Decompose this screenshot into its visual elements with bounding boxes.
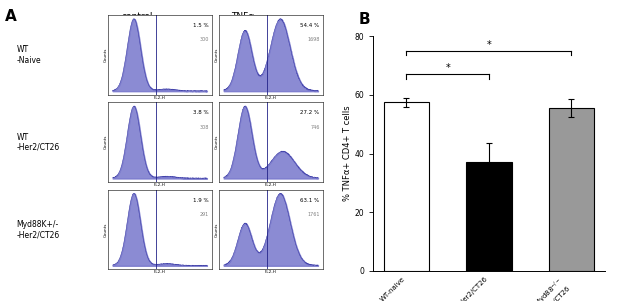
Text: B: B <box>359 12 371 27</box>
Bar <box>466 162 511 271</box>
Bar <box>549 108 594 271</box>
X-axis label: FL2-H: FL2-H <box>265 183 277 187</box>
Y-axis label: Counts: Counts <box>214 222 218 237</box>
Text: WT
-Naive: WT -Naive <box>17 45 41 65</box>
Y-axis label: Counts: Counts <box>103 222 107 237</box>
Text: WT
-Her2/CT26: WT -Her2/CT26 <box>17 132 60 152</box>
Text: 300: 300 <box>199 37 209 42</box>
Text: *: * <box>487 40 491 50</box>
Text: 291: 291 <box>199 212 209 217</box>
X-axis label: FL2-H: FL2-H <box>265 95 277 100</box>
Text: 1.9 %: 1.9 % <box>193 197 209 203</box>
Y-axis label: % TNFα+ CD4+ T cells: % TNFα+ CD4+ T cells <box>342 106 352 201</box>
Y-axis label: Counts: Counts <box>214 48 218 62</box>
Y-axis label: Counts: Counts <box>103 135 107 149</box>
Bar <box>384 102 429 271</box>
Text: 308: 308 <box>199 125 209 130</box>
Text: control: control <box>121 12 153 21</box>
X-axis label: FL2-H: FL2-H <box>265 270 277 274</box>
Text: 27.2 %: 27.2 % <box>300 110 320 115</box>
Y-axis label: Counts: Counts <box>214 135 218 149</box>
Text: 1761: 1761 <box>307 212 320 217</box>
X-axis label: FL2-H: FL2-H <box>154 270 166 274</box>
Text: TNFα: TNFα <box>231 12 254 21</box>
Text: Myd88K+/-
-Her2/CT26: Myd88K+/- -Her2/CT26 <box>17 220 60 239</box>
Text: A: A <box>5 9 17 24</box>
Text: 54.4 %: 54.4 % <box>300 23 320 28</box>
Y-axis label: Counts: Counts <box>103 48 107 62</box>
X-axis label: FL2-H: FL2-H <box>154 95 166 100</box>
Text: 1.5 %: 1.5 % <box>193 23 209 28</box>
Text: 63.1 %: 63.1 % <box>300 197 320 203</box>
Text: *: * <box>445 64 450 73</box>
Text: 3.8 %: 3.8 % <box>193 110 209 115</box>
Text: 746: 746 <box>310 125 320 130</box>
X-axis label: FL2-H: FL2-H <box>154 183 166 187</box>
Text: 1698: 1698 <box>307 37 320 42</box>
